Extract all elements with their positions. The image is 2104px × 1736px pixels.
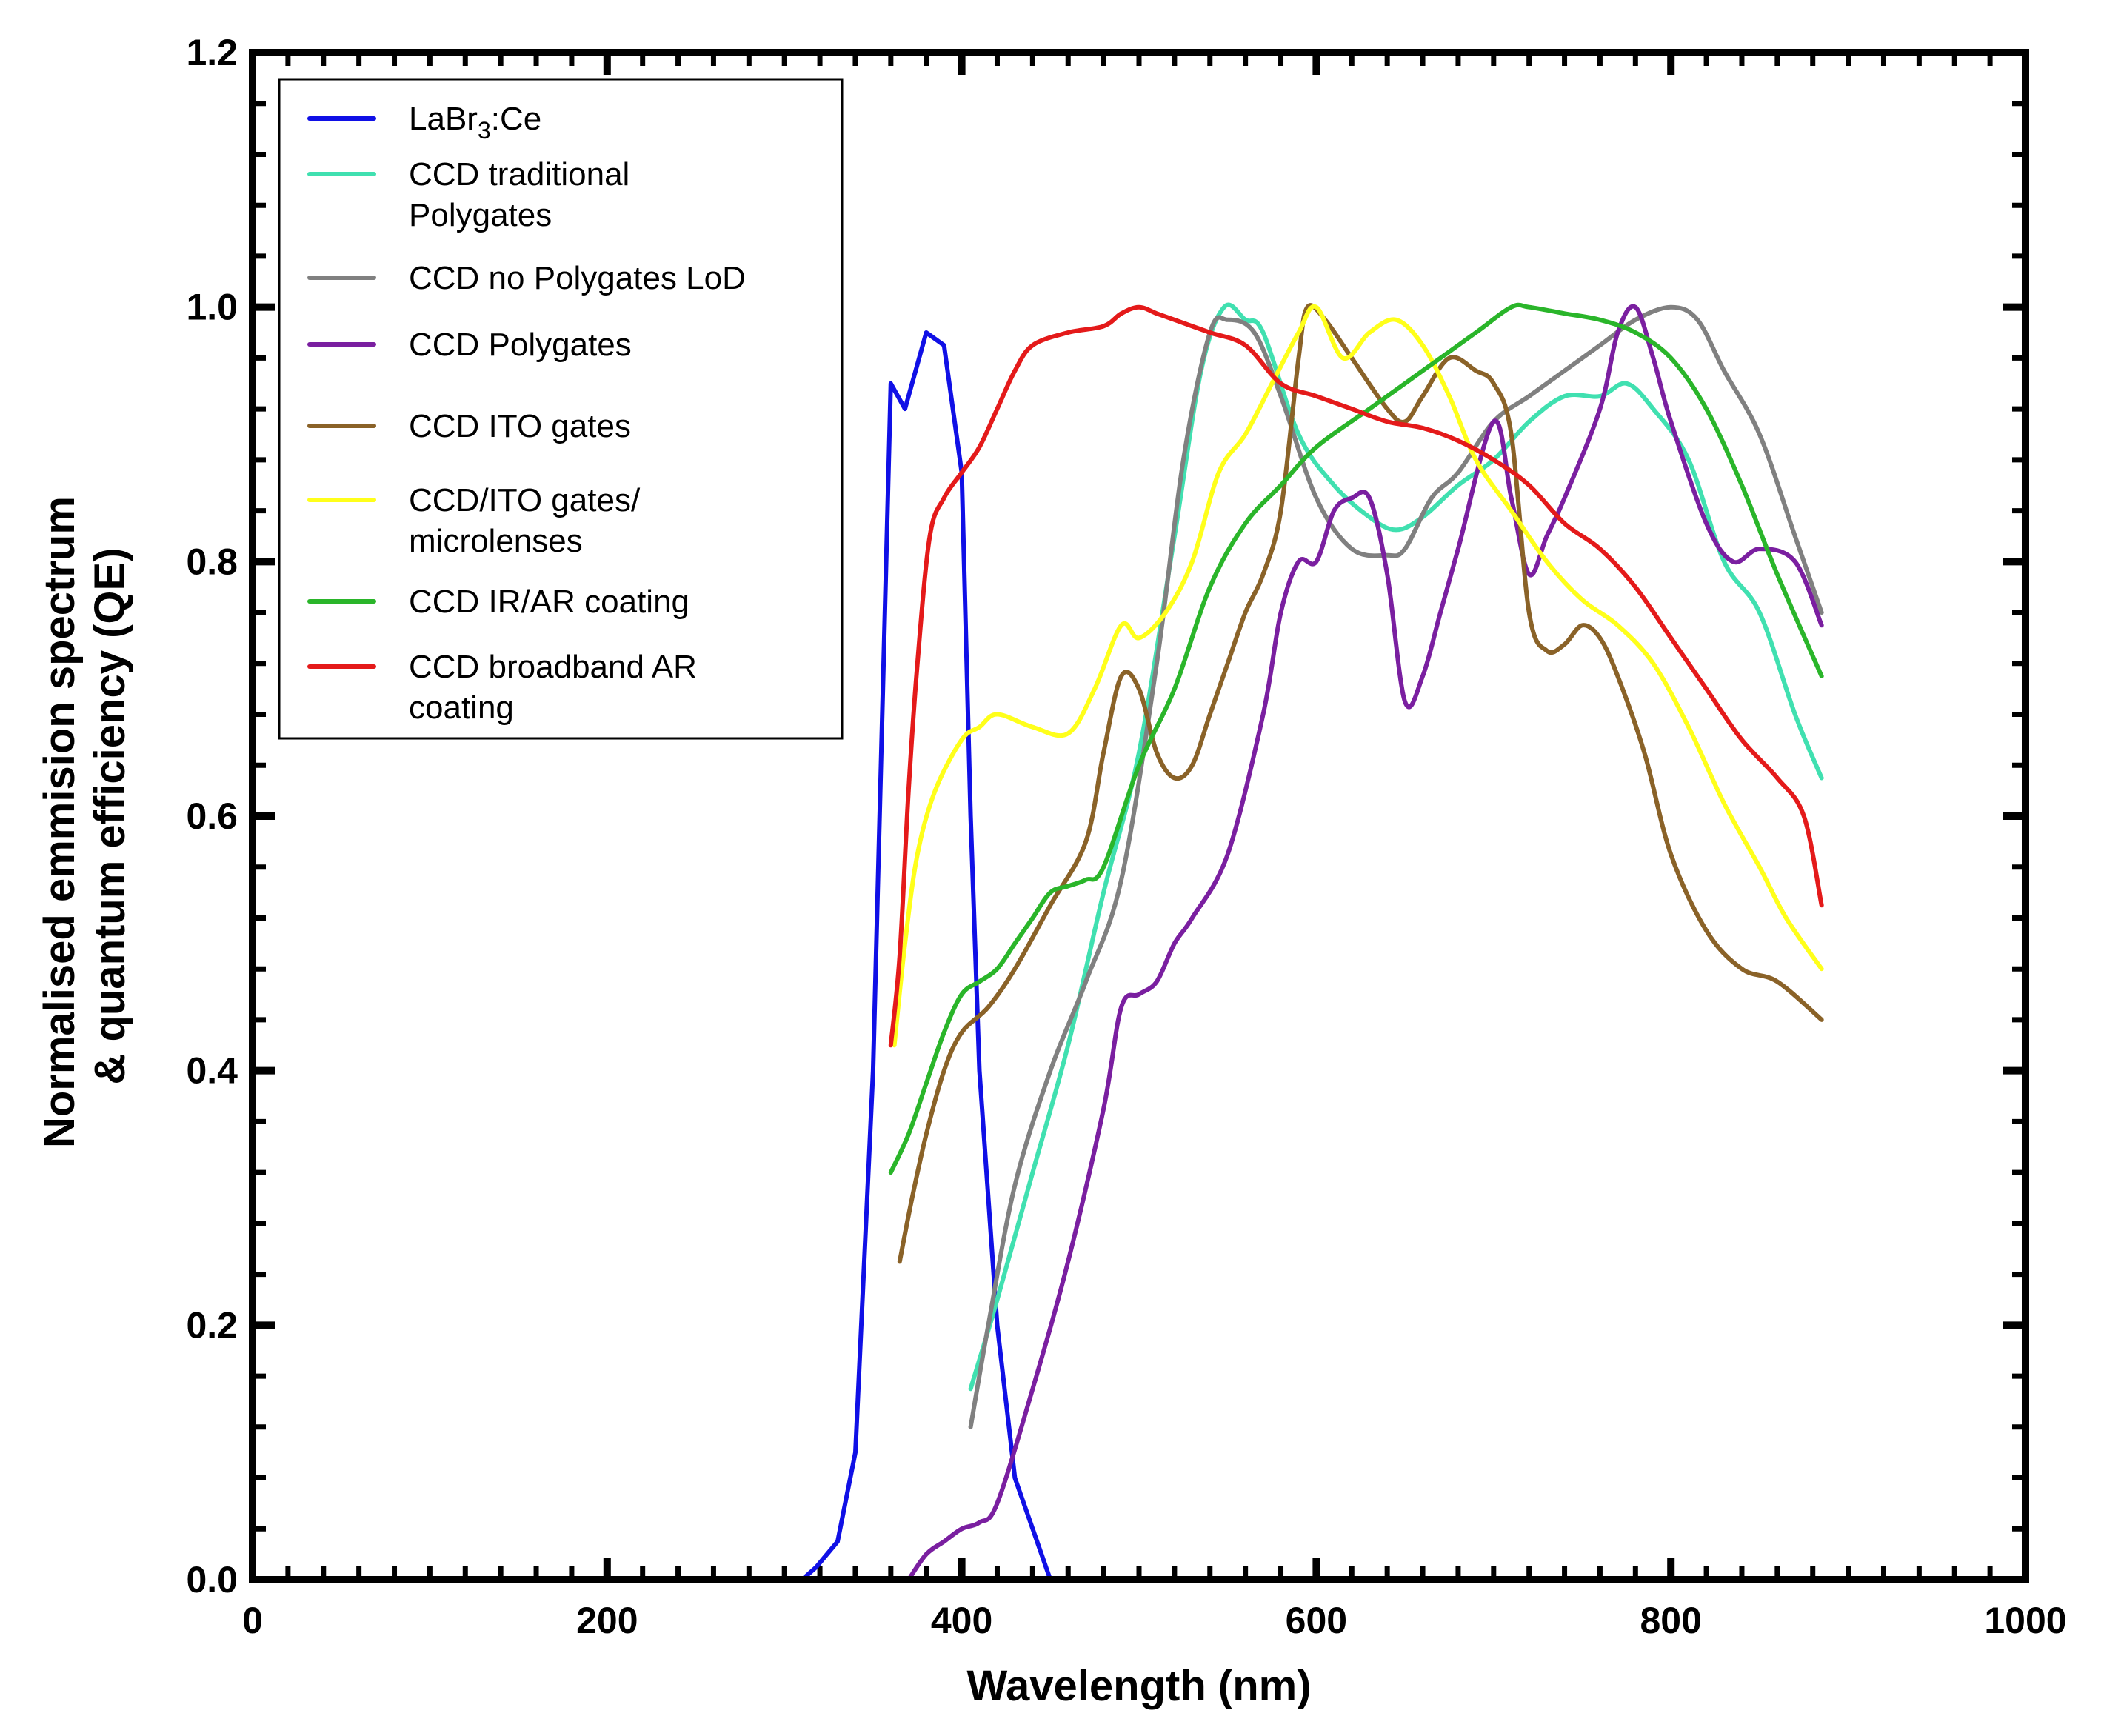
legend-label-line: CCD broadband AR [409,649,697,685]
legend-label-line: microlenses [409,523,583,559]
series-line-ccd-ito-gates-microlenses [892,304,1824,1048]
legend-label-main: LaBr [409,101,478,137]
series-line-ccd-ito-gates [897,303,1824,1264]
legend-label-line: CCD/ITO gates/ [409,482,641,518]
x-tick-label: 200 [576,1600,638,1641]
x-tick-labels: 0 200 400 600 800 1000 [242,1600,2067,1641]
legend-box [278,78,844,740]
y-tick-labels: 0.0 0.2 0.4 0.6 0.8 1.0 1.2 [186,32,238,1600]
y-tick-label: 0.8 [186,541,238,582]
series-line-labr3-ce [800,330,1053,1582]
legend-label-line: CCD IR/AR coating [409,584,689,620]
y-tick-label: 0.4 [186,1050,238,1092]
series-line-ccd-ir-ar-coating [888,302,1824,1175]
legend-label-subscript: 3 [478,117,491,144]
series-line-ccd-broadband-ar-coating [888,304,1824,1048]
x-tick-label: 800 [1640,1600,1701,1641]
y-tick-label: 1.2 [186,32,238,73]
legend-label: CCD IR/AR coating [409,584,689,620]
x-tick-label: 1000 [1984,1600,2066,1641]
legend-label-line: CCD no Polygates LoD [409,260,746,296]
plot-frame [249,49,2029,1583]
legend-label-line: CCD traditional [409,156,629,193]
x-tick-label: 400 [931,1600,992,1641]
legend-label: CCD broadband AR coating [409,649,697,726]
legend-label: CCD traditional Polygates [409,156,629,233]
y-tick-label: 0.0 [186,1559,238,1600]
legend-label: CCD ITO gates [409,408,631,444]
y-tick-label: 1.0 [186,287,238,328]
y-tick-label: 0.2 [186,1304,238,1346]
series-line-ccd-polygates [906,304,1824,1582]
legend-label-line: coating [409,690,514,726]
legend-label-line: CCD ITO gates [409,408,631,444]
legend-label: CCD Polygates [409,327,632,363]
series-line-ccd-no-polygates-lod [968,304,1824,1429]
x-axis-title: Wavelength (nm) [966,1662,1311,1710]
legend-items: LaBr3:Ce CCD traditional Polygates CCD no P… [307,101,746,726]
legend-label-tail: :Ce [491,101,541,137]
x-tick-label: 600 [1286,1600,1347,1641]
legend-label: LaBr3:Ce [409,101,541,144]
y-axis-title-line-2: & quantum efficiency (QE) [86,547,134,1084]
series-lines [800,302,1824,1582]
legend-label-line: CCD Polygates [409,327,632,363]
series-line-ccd-traditional-polygates [968,302,1824,1392]
y-axis-title: Normalised emmision spectrum & quantum e… [36,484,134,1148]
y-tick-label: 0.6 [186,795,238,837]
legend-label: CCD no Polygates LoD [409,260,746,296]
legend-label: CCD/ITO gates/microlenses [409,482,641,559]
legend: LaBr3:Ce CCD traditional Polygates CCD no P… [278,78,844,740]
x-tick-label: 0 [242,1600,263,1641]
legend-label-line: Polygates [409,197,552,233]
y-axis-title-line-1: Normalised emmision spectrum [36,496,84,1148]
